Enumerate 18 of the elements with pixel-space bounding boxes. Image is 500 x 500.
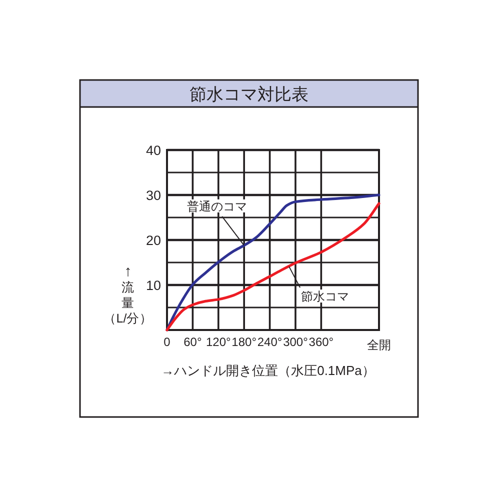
y-tick-label: 40 bbox=[146, 143, 161, 158]
annotation: 節水コマ bbox=[301, 290, 350, 304]
x-tick-label: 120° bbox=[206, 335, 231, 349]
y-tick-label: 30 bbox=[146, 188, 161, 203]
x-tick-label: 300° bbox=[283, 335, 308, 349]
y-tick-label: 20 bbox=[146, 233, 161, 248]
x-axis-title: →ハンドル開き位置（水圧0.1MPa） bbox=[161, 363, 375, 378]
x-tick-label: 0 bbox=[164, 335, 171, 349]
x-tick-label: 60° bbox=[184, 335, 202, 349]
x-tick-label: 180° bbox=[232, 335, 257, 349]
x-tick-label: 360° bbox=[308, 335, 334, 349]
title: 節水コマ対比表 bbox=[190, 85, 308, 104]
annotation: 普通のコマ bbox=[187, 199, 248, 214]
annotation: 普通のコマ bbox=[186, 199, 248, 246]
x-tick-label: 全開 bbox=[367, 338, 391, 352]
x-tick-label: 240° bbox=[257, 335, 282, 349]
y-tick-label: 10 bbox=[146, 278, 161, 293]
annotation: 節水コマ bbox=[288, 266, 350, 304]
